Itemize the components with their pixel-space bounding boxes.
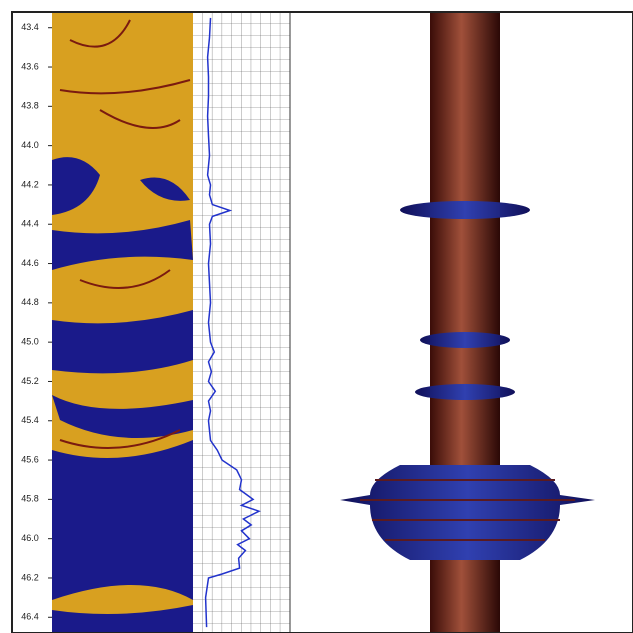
y-tick-label: 46.2 bbox=[21, 572, 39, 582]
y-tick-label: 43.4 bbox=[21, 22, 39, 32]
y-tick-label: 45.8 bbox=[21, 494, 39, 504]
column-3d bbox=[340, 12, 595, 633]
y-tick-label: 45.2 bbox=[21, 376, 39, 386]
y-tick-label: 44.8 bbox=[21, 297, 39, 307]
y-tick-label: 43.8 bbox=[21, 101, 39, 111]
y-tick-label: 44.6 bbox=[21, 258, 39, 268]
y-tick-label: 44.2 bbox=[21, 179, 39, 189]
y-tick-label: 46.0 bbox=[21, 533, 39, 543]
y-tick-label: 45.6 bbox=[21, 454, 39, 464]
y-tick-label: 43.6 bbox=[21, 61, 39, 71]
y-tick-label: 45.0 bbox=[21, 337, 39, 347]
y-tick-label: 45.4 bbox=[21, 415, 39, 425]
y-tick-label: 46.4 bbox=[21, 612, 39, 622]
y-tick-label: 44.4 bbox=[21, 219, 39, 229]
y-tick-label: 44.0 bbox=[21, 140, 39, 150]
image-track bbox=[52, 12, 193, 633]
log-chart: 43.4 43.6 43.8 44.0 44.2 44.4 44.6 44.8 45.0 45.2… bbox=[0, 0, 633, 633]
